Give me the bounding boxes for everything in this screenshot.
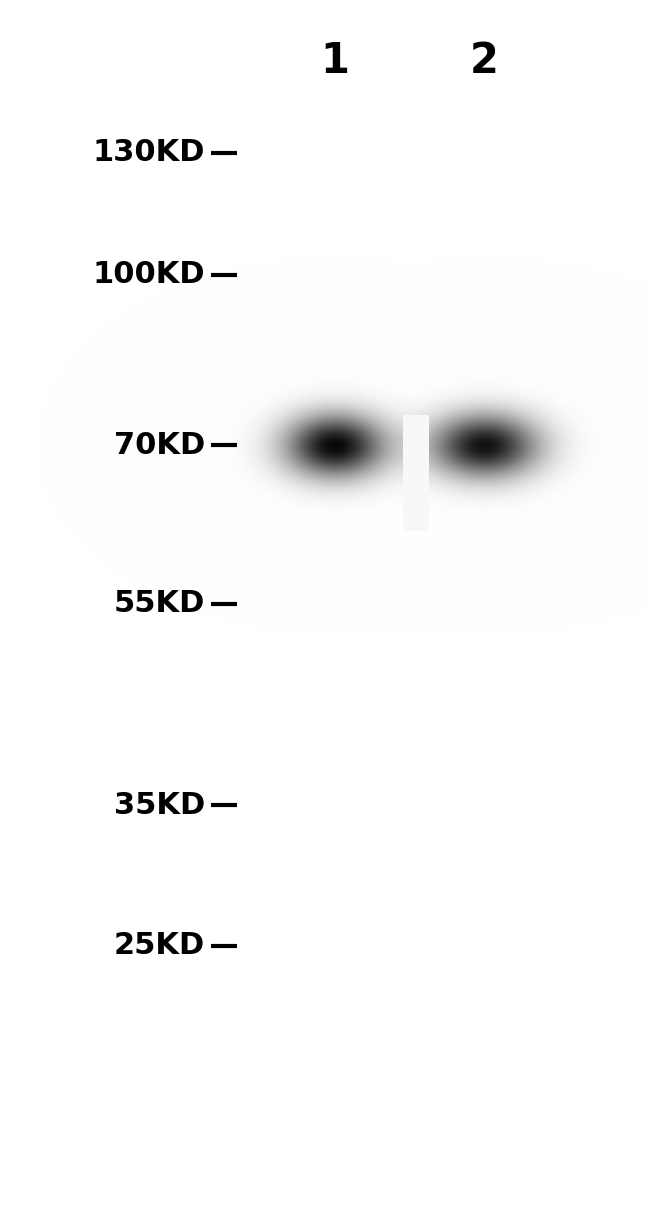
Text: 55KD: 55KD bbox=[113, 589, 205, 619]
Text: 1: 1 bbox=[320, 40, 349, 82]
Text: 70KD: 70KD bbox=[114, 431, 205, 460]
Text: 100KD: 100KD bbox=[92, 260, 205, 289]
Text: 25KD: 25KD bbox=[114, 931, 205, 960]
Text: 2: 2 bbox=[470, 40, 499, 82]
Text: 130KD: 130KD bbox=[92, 138, 205, 167]
Bar bbox=[403, 415, 429, 531]
Text: 35KD: 35KD bbox=[114, 791, 205, 820]
